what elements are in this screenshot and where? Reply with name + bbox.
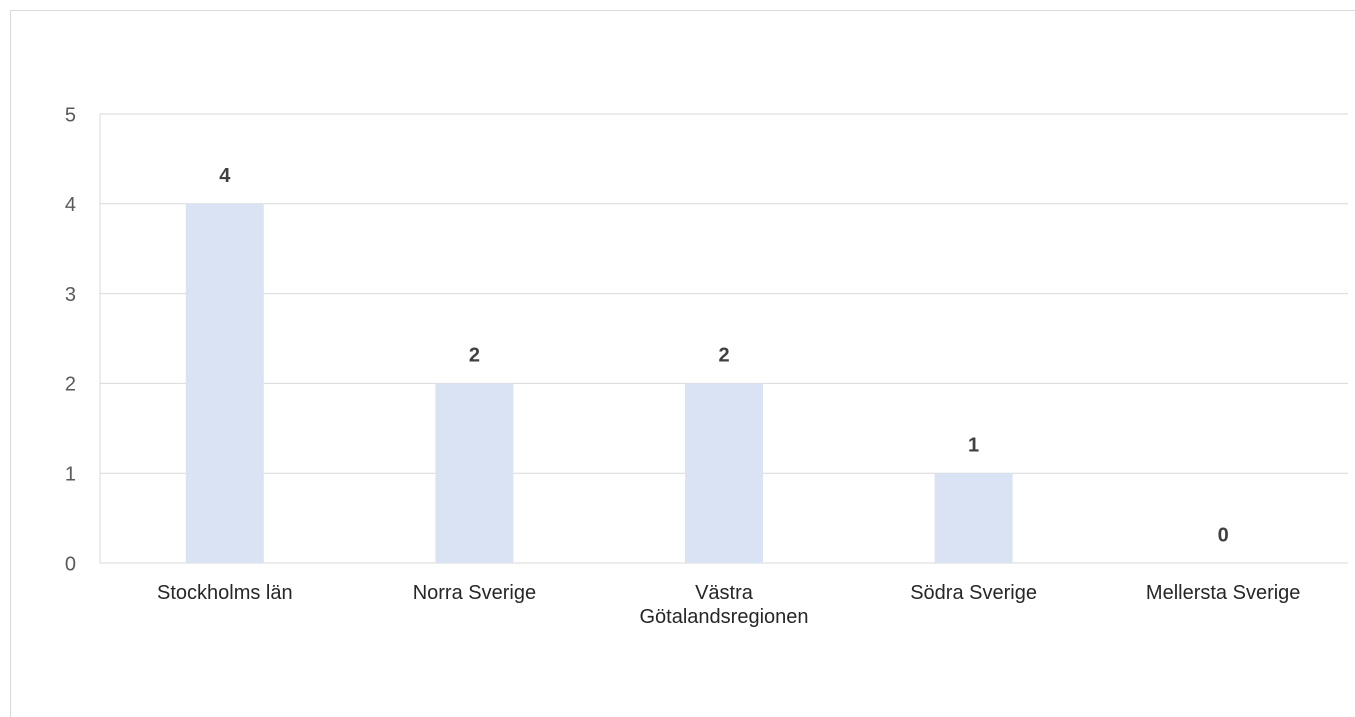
data-label: 2 <box>469 345 480 367</box>
x-tick-label: Stockholms län <box>156 582 293 604</box>
bar <box>435 383 514 563</box>
y-tick-label: 1 <box>65 463 76 485</box>
chart-frame <box>10 10 1355 717</box>
data-label: 4 <box>219 165 231 187</box>
y-tick-label: 5 <box>65 104 76 126</box>
bar <box>934 473 1013 563</box>
y-tick-label: 0 <box>65 553 76 575</box>
y-tick-label: 3 <box>65 284 76 306</box>
x-tick-label: Västra Götalandsregionen <box>639 582 809 628</box>
bar <box>685 383 763 563</box>
y-tick-label: 2 <box>65 374 76 396</box>
x-tick-label: Södra Sverige <box>910 582 1037 604</box>
x-tick-label: Norra Sverige <box>412 582 537 604</box>
y-tick-label: 4 <box>65 194 76 216</box>
x-tick-label: Mellersta Sverige <box>1145 582 1301 604</box>
bar <box>185 203 264 564</box>
data-label: 1 <box>968 434 979 456</box>
data-label: 2 <box>718 345 729 367</box>
data-label: 0 <box>1218 524 1229 546</box>
